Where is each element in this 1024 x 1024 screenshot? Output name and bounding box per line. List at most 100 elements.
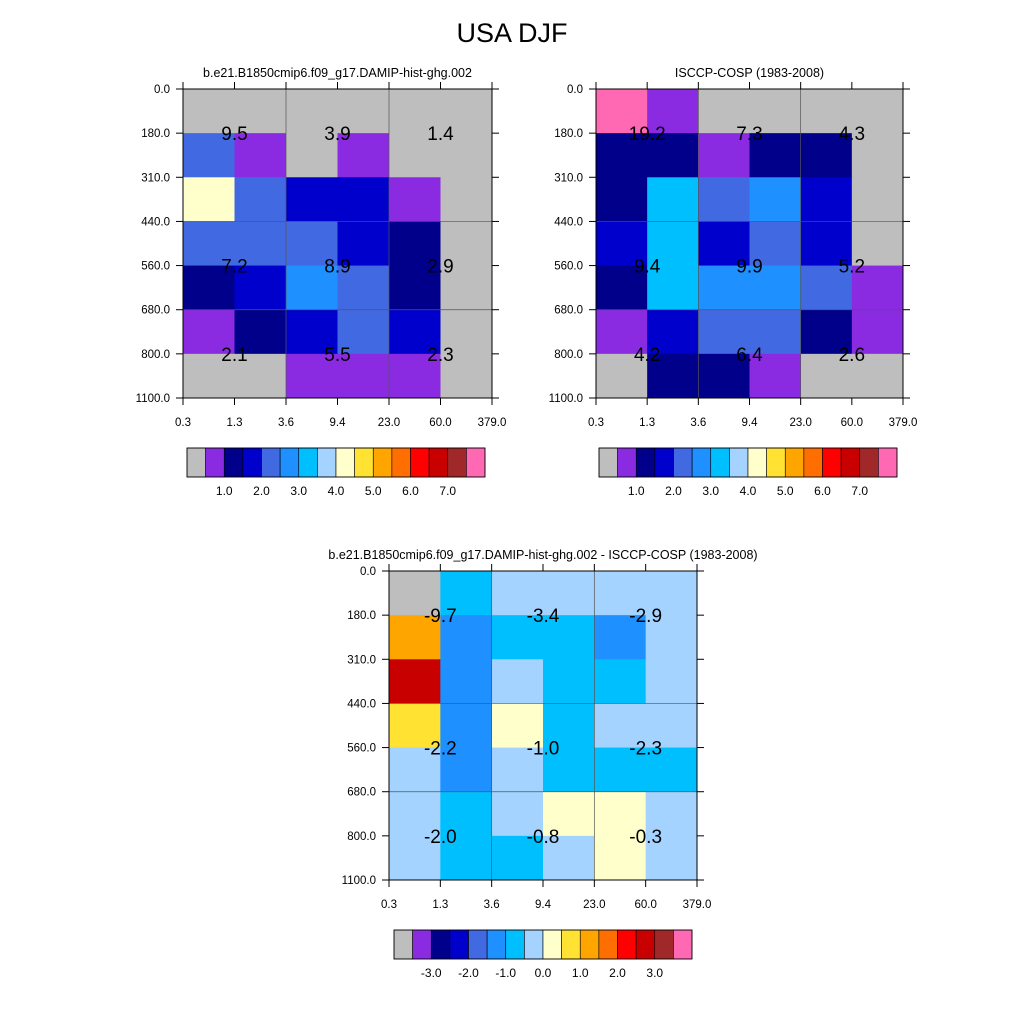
cell-value-label: -0.8 — [527, 827, 560, 848]
heatmap-cell — [749, 353, 802, 399]
colorbar-swatch — [279, 447, 300, 478]
cell-value-label: -0.3 — [629, 827, 662, 848]
cell-value-label: 4.2 — [634, 345, 660, 366]
heatmap-cell — [491, 571, 544, 616]
heatmap-cell — [800, 89, 853, 134]
heatmap-cell — [183, 309, 235, 355]
heatmap-cell — [594, 659, 647, 704]
y-tick-label: 560.0 — [554, 261, 583, 273]
colorbar-swatch — [617, 447, 637, 478]
cell-value-label: -2.9 — [629, 606, 662, 627]
colorbar-label: 5.0 — [777, 484, 794, 498]
y-tick-label: 1100.0 — [342, 875, 376, 887]
heatmap-cell — [440, 659, 493, 704]
heatmap-cell — [698, 89, 750, 134]
colorbar-label: 2.0 — [253, 484, 270, 498]
heatmap-cell — [234, 133, 287, 178]
heatmap-cell — [286, 221, 338, 266]
colorbar-label: 3.0 — [702, 484, 719, 498]
heatmap-cell — [698, 309, 750, 355]
panel-title: b.e21.B1850cmip6.f09_g17.DAMIP-hist-ghg.… — [203, 66, 472, 80]
y-tick-label: 560.0 — [141, 261, 170, 273]
cell-value-label: 19.2 — [629, 124, 666, 145]
heatmap-cell — [851, 221, 904, 266]
colorbar-label: -2.0 — [458, 966, 479, 980]
heatmap-cell — [234, 353, 287, 399]
heatmap-cell — [389, 835, 441, 881]
heatmap-cell — [645, 703, 698, 748]
cell-value-label: 7.2 — [221, 257, 247, 278]
heatmap-cell — [440, 615, 493, 660]
colorbar-swatch — [430, 929, 451, 960]
heatmap-cell — [800, 133, 853, 178]
heatmap-cell — [286, 353, 338, 399]
heatmap-cell — [491, 747, 544, 793]
colorbar-label: 1.0 — [216, 484, 233, 498]
colorbar-swatch — [766, 447, 786, 478]
y-tick-label: 180.0 — [554, 128, 583, 140]
heatmap-cell — [596, 89, 648, 134]
heatmap-cell — [698, 353, 750, 399]
y-tick-label: 180.0 — [141, 128, 170, 140]
heatmap-cell — [543, 747, 595, 793]
cell-value-label: -3.4 — [527, 606, 560, 627]
colorbar-swatch — [878, 447, 898, 478]
heatmap-cell — [337, 177, 390, 222]
colorbar-frame — [186, 447, 486, 478]
colorbar-label: -3.0 — [421, 966, 442, 980]
y-tick-label: 800.0 — [141, 349, 170, 361]
heatmap-cell — [440, 791, 493, 837]
cell-value-label: 2.6 — [839, 345, 865, 366]
cell-value-label: 7.3 — [736, 124, 762, 145]
colorbar-label: 4.0 — [740, 484, 757, 498]
colorbar-label: 7.0 — [439, 484, 456, 498]
panel-title: ISCCP-COSP (1983-2008) — [675, 66, 824, 80]
panel-title: b.e21.B1850cmip6.f09_g17.DAMIP-hist-ghg.… — [328, 548, 757, 562]
heatmap-cell — [389, 133, 441, 178]
colorbar: -3.0 -2.0 -1.0 0.0 1.0 2.0 3.0 — [393, 929, 693, 980]
colorbar-label: 6.0 — [814, 484, 831, 498]
cell-value-label: 2.9 — [427, 257, 453, 278]
colorbar-label: 2.0 — [609, 966, 626, 980]
colorbar-swatch — [598, 447, 618, 478]
heatmap-cell — [594, 835, 647, 881]
heatmap-cell — [645, 791, 698, 837]
heatmap-cell — [286, 265, 338, 311]
heatmap-cell — [647, 133, 699, 178]
x-tick-label: 0.3 — [588, 417, 604, 429]
y-tick-label: 440.0 — [141, 216, 170, 228]
colorbar-swatch — [505, 929, 525, 960]
heatmap-cell — [440, 309, 493, 355]
heatmap-cell — [851, 177, 904, 222]
x-tick-label: 3.6 — [690, 417, 706, 429]
colorbar-swatch — [784, 447, 805, 478]
heatmap-cell — [749, 309, 802, 355]
colorbar-swatch — [524, 929, 544, 960]
heatmap-cell — [286, 89, 338, 134]
colorbar-swatch — [803, 447, 823, 478]
x-tick-label: 379.0 — [478, 417, 507, 429]
x-tick-label: 9.4 — [742, 417, 759, 429]
colorbar-swatch — [673, 447, 693, 478]
cell-value-label: 2.3 — [427, 345, 453, 366]
x-tick-label: 3.6 — [278, 417, 294, 429]
heatmap-cell — [337, 133, 390, 178]
cell-value-label: -1.0 — [527, 739, 560, 760]
heatmap-cell — [647, 353, 699, 399]
x-tick-label: 23.0 — [378, 417, 400, 429]
colorbar-label: 0.0 — [535, 966, 552, 980]
heatmap-cell — [800, 221, 853, 266]
colorbar-swatch — [840, 447, 861, 478]
heatmap-cell — [647, 89, 699, 134]
heatmap-cell — [337, 353, 390, 399]
heatmap-cell — [234, 265, 287, 311]
heatmap-cell — [851, 89, 904, 134]
colorbar-swatch — [691, 447, 712, 478]
heatmap-cell — [647, 265, 699, 311]
colorbar-frame — [393, 929, 693, 960]
colorbar-swatch — [186, 447, 206, 478]
y-tick-label: 0.0 — [154, 84, 170, 96]
y-tick-label: 310.0 — [347, 654, 376, 666]
heatmap-cell — [389, 791, 441, 837]
heatmap-cell — [491, 659, 544, 704]
